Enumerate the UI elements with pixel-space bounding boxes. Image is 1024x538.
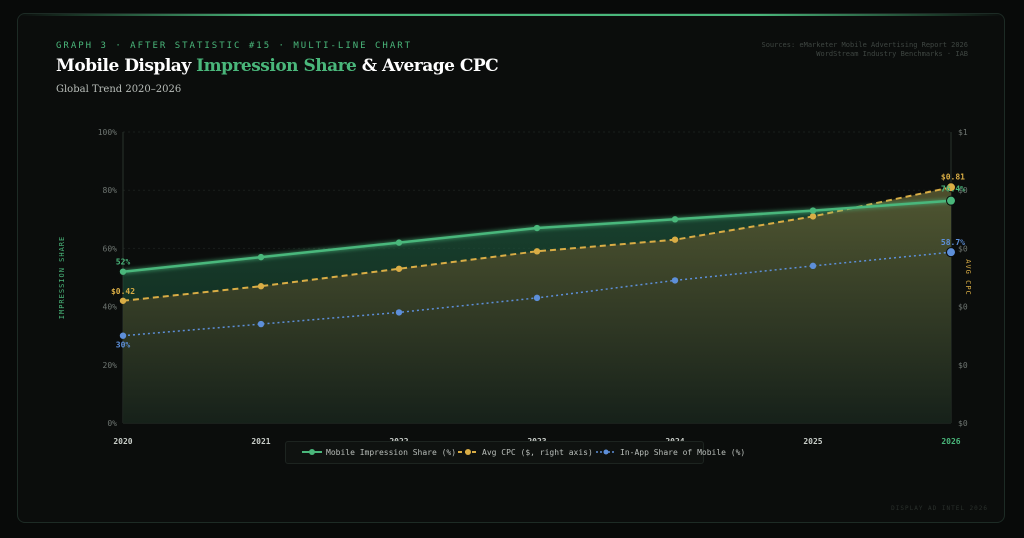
data-label-in-app-start: 30% <box>116 341 131 350</box>
y-tick-label-right: $1 <box>958 128 968 137</box>
data-label-impression-share-start: 52% <box>116 258 131 267</box>
legend-label-impression-share: Mobile Impression Share (%) <box>326 448 457 457</box>
footer-watermark: DISPLAY AD INTEL 2026 <box>891 505 988 512</box>
data-point-impression-share <box>257 253 265 261</box>
chart-eyebrow: GRAPH 3 · AFTER STATISTIC #15 · MULTI-LI… <box>56 41 413 51</box>
data-label-in-app-end: 58.7% <box>941 238 965 247</box>
y-tick-label-right: $0 <box>958 244 968 253</box>
data-point-avg-cpc <box>946 182 956 193</box>
y-tick-label-left: 60% <box>103 244 118 253</box>
y-axis-left-title: IMPRESSION SHARE <box>58 236 66 319</box>
data-point-impression-share <box>119 268 127 275</box>
data-point-impression-share <box>533 224 541 232</box>
avg-cpc-area <box>123 187 951 423</box>
data-point-avg-cpc <box>809 213 817 220</box>
title-part-1: Mobile Display <box>56 56 197 76</box>
data-point-in-app <box>671 277 679 284</box>
accent-top-border <box>18 14 1004 16</box>
data-point-avg-cpc <box>119 297 127 304</box>
y-tick-label-right: $0 <box>958 303 968 312</box>
chart-title: Mobile Display Impression Share & Averag… <box>56 56 499 76</box>
data-point-avg-cpc <box>257 283 265 290</box>
y-tick-label-left: 100% <box>98 128 117 137</box>
data-point-impression-share <box>809 207 817 214</box>
y-tick-label-right: $0 <box>958 361 968 370</box>
legend-label-avg-cpc: Avg CPC ($, right axis) <box>482 448 593 457</box>
y-tick-label-right: $0 <box>958 186 968 195</box>
title-part-2: & Average CPC <box>356 56 499 76</box>
legend-swatch-solid-icon <box>302 449 322 455</box>
legend-swatch-dashed-icon <box>458 449 478 455</box>
data-label-impression-share-end: 76.4% <box>941 185 965 194</box>
y-tick-label-left: 80% <box>103 186 118 195</box>
x-tick-label: 2020 <box>113 437 132 446</box>
data-point-in-app <box>257 320 265 328</box>
data-point-impression-share <box>946 195 956 206</box>
x-tick-label: 2021 <box>251 437 270 446</box>
x-tick-label: 2025 <box>803 437 822 446</box>
data-point-in-app <box>946 247 956 258</box>
sources-note: Sources: eMarketer Mobile Advertising Re… <box>761 41 968 59</box>
data-point-impression-share <box>671 216 679 223</box>
data-point-avg-cpc <box>395 265 403 272</box>
legend-swatch-dotted-icon <box>596 449 616 455</box>
data-point-in-app <box>809 262 817 270</box>
y-tick-label-left: 20% <box>103 361 118 370</box>
data-point-avg-cpc <box>671 236 679 243</box>
chart-legend: Mobile Impression Share (%) Avg CPC ($, … <box>285 441 745 464</box>
data-label-avg-cpc-start: $0.42 <box>111 287 135 296</box>
y-tick-label-right: $0 <box>958 419 968 428</box>
sources-line-1: Sources: eMarketer Mobile Advertising Re… <box>761 41 968 49</box>
x-tick-label: 2026 <box>941 437 960 446</box>
data-label-avg-cpc-end: $0.81 <box>941 172 965 181</box>
y-tick-label-left: 40% <box>103 303 118 312</box>
y-axis-right-title: AVG CPC <box>964 259 972 296</box>
sources-line-2: WordStream Industry Benchmarks · IAB <box>816 50 968 58</box>
data-point-in-app <box>395 309 403 316</box>
data-point-in-app <box>119 332 127 339</box>
y-tick-label-left: 0% <box>107 419 117 428</box>
title-highlight: Impression Share <box>196 56 357 76</box>
legend-label-in-app: In-App Share of Mobile (%) <box>620 448 746 457</box>
data-point-impression-share <box>395 239 403 246</box>
chart-subtitle: Global Trend 2020–2026 <box>56 84 182 95</box>
data-point-avg-cpc <box>533 248 541 255</box>
data-point-in-app <box>533 294 541 302</box>
